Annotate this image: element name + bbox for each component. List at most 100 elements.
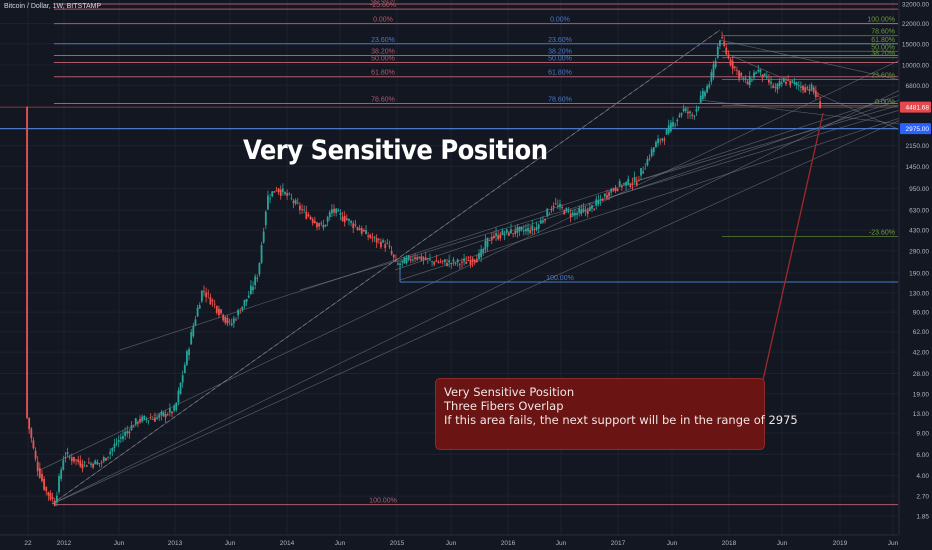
candle-body (269, 198, 271, 200)
candle-body (733, 66, 736, 68)
candle-body (582, 208, 585, 212)
candle-body (441, 260, 444, 262)
price-badge-target (900, 123, 931, 135)
candle-body (124, 431, 127, 436)
candle-body (375, 238, 378, 243)
candle-body (360, 228, 363, 234)
candle-body (147, 420, 150, 422)
candle-body (661, 138, 664, 141)
fib-label: 23.60% (871, 72, 895, 79)
dashed-trendline (51, 29, 721, 505)
candle-body (102, 457, 105, 462)
candle-body (808, 89, 811, 92)
candle-body (676, 119, 679, 122)
candle-body (774, 86, 777, 88)
candle-body (674, 124, 677, 126)
candle-body (731, 60, 734, 69)
candle-body (403, 257, 406, 264)
fib-label: 88.60% (371, 0, 395, 4)
candle-body (316, 222, 318, 228)
candle-body (736, 69, 738, 71)
candle-body (226, 317, 229, 324)
candle-body (324, 224, 327, 227)
candle-body (247, 295, 250, 298)
candle-body (569, 213, 572, 218)
candle-body (550, 209, 553, 211)
candle-body (516, 227, 519, 233)
candle-body (200, 290, 203, 302)
candle-body (471, 258, 474, 263)
candle-body (168, 408, 171, 413)
candle-body (512, 233, 515, 234)
candle-body (196, 307, 199, 317)
candle-body (412, 259, 414, 261)
candle-body (205, 292, 208, 298)
candle-body (222, 314, 225, 321)
candle-body (198, 305, 201, 309)
candle-body (518, 226, 521, 232)
candle-body (158, 414, 161, 418)
axis-bg (899, 0, 932, 550)
candle-body (149, 418, 152, 420)
candle-body (721, 37, 723, 39)
candle-body (117, 440, 120, 443)
time-tick: 2017 (611, 540, 626, 547)
candle-body (107, 456, 109, 458)
candle-body (776, 83, 779, 90)
candle-body (369, 234, 372, 238)
candle-body (384, 244, 387, 249)
candle-body (34, 450, 37, 459)
candle-body (684, 108, 687, 111)
candle-body (431, 261, 434, 263)
candle-body (290, 198, 293, 200)
candle-body (646, 159, 649, 166)
candle-body (58, 476, 60, 492)
candle-body (488, 240, 491, 241)
candle-body (723, 41, 726, 46)
candle-body (701, 90, 704, 99)
time-tick: Jun (667, 540, 678, 547)
candle-body (98, 463, 101, 464)
candle-body (424, 257, 427, 260)
callout-line-3: Three Fibers Overlap (444, 399, 564, 413)
candle-body (486, 237, 489, 247)
candle-body (128, 431, 131, 434)
candle-body (548, 213, 551, 215)
candle-body (416, 257, 419, 260)
candle-body (49, 493, 52, 500)
candle-body (565, 207, 568, 212)
candle-body (87, 462, 90, 464)
candle-body (473, 259, 476, 263)
candle-body (780, 82, 783, 85)
candle-body (520, 226, 523, 231)
candle-body (448, 260, 451, 263)
trendline (394, 99, 901, 271)
candle-body (533, 229, 536, 230)
candle-body (484, 240, 487, 250)
price-tick: 2.70 (916, 494, 929, 501)
candle-body (546, 208, 549, 217)
candle-body (194, 319, 197, 326)
candle-body (32, 440, 35, 449)
candle-body (755, 72, 758, 74)
candle-body (36, 461, 39, 472)
fib-label: 100.00% (369, 498, 397, 505)
candle-body (275, 190, 278, 192)
callout-note[interactable]: Very Sensitive Position Three Fibers Ove… (435, 378, 798, 450)
candle-body (454, 263, 457, 264)
price-tick: 6.00 (916, 452, 929, 459)
candle-body (620, 185, 623, 188)
candle-body (190, 332, 193, 345)
callout-pointer-line (762, 112, 824, 381)
candle-body (580, 209, 583, 214)
candle-body (433, 261, 436, 265)
fib-label: 78.60% (548, 97, 572, 104)
price-tick: 9.00 (916, 430, 929, 437)
candle-body (795, 82, 798, 85)
candle-body (663, 139, 666, 141)
candle-body (68, 456, 71, 458)
price-tick: 6800.00 (906, 83, 930, 90)
candle-body (239, 312, 242, 314)
candle-body (171, 411, 173, 414)
